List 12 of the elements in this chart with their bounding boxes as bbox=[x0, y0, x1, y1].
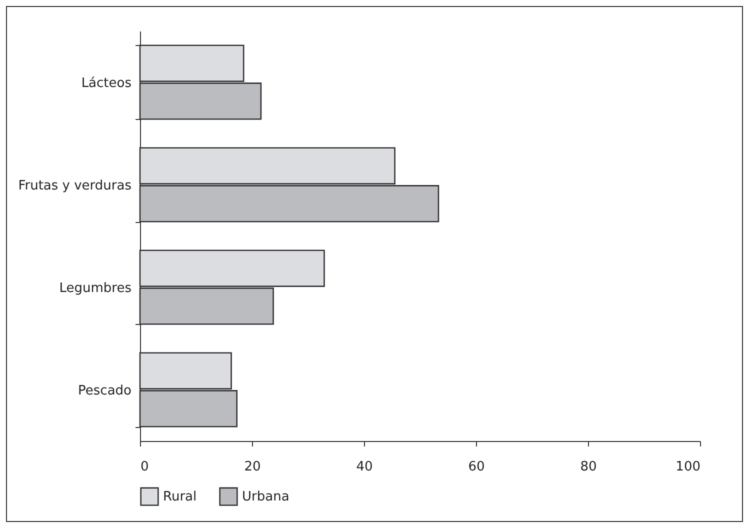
y-tick-label: Legumbres bbox=[59, 280, 132, 296]
y-tick-label: Frutas y verduras bbox=[18, 178, 132, 194]
x-tick-label: 20 bbox=[244, 460, 261, 474]
legend-label: Rural bbox=[163, 490, 197, 505]
x-tick-label: 40 bbox=[356, 460, 373, 474]
x-tick-label: 80 bbox=[580, 460, 597, 474]
x-tick-label: 60 bbox=[468, 460, 485, 474]
x-tick-label: 100 bbox=[676, 460, 700, 474]
y-tick-label: Lácteos bbox=[81, 76, 132, 91]
x-tick-label: 0 bbox=[140, 460, 149, 474]
legend-label: Urbana bbox=[242, 490, 290, 505]
y-tick-label: Pescado bbox=[78, 383, 132, 398]
